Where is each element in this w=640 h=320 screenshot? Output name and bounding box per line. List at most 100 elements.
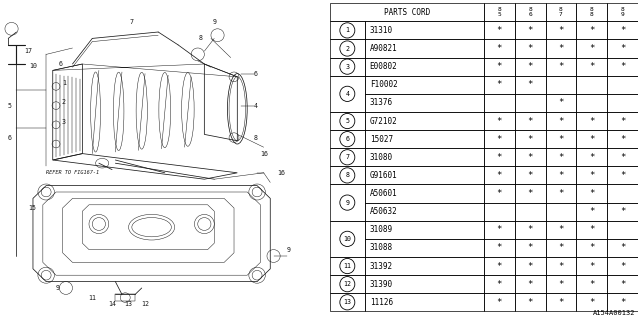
Text: 15027: 15027	[370, 135, 393, 144]
Bar	[577, 3, 607, 21]
Bar	[365, 76, 484, 94]
Bar	[545, 257, 577, 275]
Text: 9: 9	[346, 200, 349, 205]
Bar	[330, 21, 365, 39]
Text: *: *	[527, 44, 532, 53]
Text: 2: 2	[62, 100, 66, 105]
Bar	[365, 39, 484, 58]
Text: A90821: A90821	[370, 44, 397, 53]
Text: *: *	[558, 280, 564, 289]
Bar	[545, 184, 577, 203]
Bar	[545, 130, 577, 148]
Text: 31089: 31089	[370, 225, 393, 234]
Text: 14: 14	[108, 301, 116, 307]
Bar	[607, 293, 638, 311]
Text: *: *	[620, 280, 625, 289]
Text: *: *	[558, 153, 564, 162]
Bar	[577, 166, 607, 184]
Text: *: *	[589, 298, 595, 307]
Bar	[484, 166, 515, 184]
Text: *: *	[497, 26, 502, 35]
Bar	[607, 76, 638, 94]
Bar	[484, 3, 515, 21]
Bar	[515, 39, 545, 58]
Text: 10: 10	[29, 63, 37, 68]
Bar	[577, 293, 607, 311]
Text: *: *	[589, 62, 595, 71]
Bar	[607, 239, 638, 257]
Text: *: *	[497, 280, 502, 289]
Bar	[365, 275, 484, 293]
Text: *: *	[558, 189, 564, 198]
Text: *: *	[497, 80, 502, 89]
Text: A50601: A50601	[370, 189, 397, 198]
Bar	[515, 293, 545, 311]
Text: 8: 8	[254, 135, 258, 140]
Bar	[607, 166, 638, 184]
Text: *: *	[527, 135, 532, 144]
Bar	[577, 130, 607, 148]
Text: *: *	[527, 261, 532, 270]
Text: 9: 9	[55, 285, 60, 291]
Text: *: *	[497, 62, 502, 71]
Text: REFER TO FIG167-1: REFER TO FIG167-1	[46, 170, 99, 175]
Text: *: *	[558, 116, 564, 125]
Bar	[484, 94, 515, 112]
Text: 1: 1	[346, 28, 349, 33]
Text: *: *	[589, 280, 595, 289]
Text: *: *	[589, 153, 595, 162]
Bar	[577, 239, 607, 257]
Bar	[515, 184, 545, 203]
Text: 9: 9	[212, 20, 216, 25]
Bar	[577, 112, 607, 130]
Text: 31080: 31080	[370, 153, 393, 162]
Text: *: *	[558, 298, 564, 307]
Text: 31392: 31392	[370, 261, 393, 270]
Text: 2: 2	[346, 45, 349, 52]
Text: *: *	[620, 244, 625, 252]
Bar	[484, 21, 515, 39]
Bar	[365, 293, 484, 311]
Text: *: *	[558, 225, 564, 234]
Bar	[365, 130, 484, 148]
Bar	[330, 112, 365, 130]
Text: *: *	[527, 280, 532, 289]
Text: 12: 12	[343, 281, 351, 287]
Bar	[330, 148, 365, 166]
Text: 5: 5	[346, 118, 349, 124]
Bar	[577, 257, 607, 275]
Text: *: *	[497, 189, 502, 198]
Bar	[484, 293, 515, 311]
Bar	[330, 39, 365, 58]
Text: 17: 17	[24, 48, 32, 54]
Text: 8
8: 8 8	[590, 7, 594, 17]
Text: 8
5: 8 5	[497, 7, 501, 17]
Text: 4: 4	[254, 103, 258, 108]
Bar	[515, 166, 545, 184]
Bar	[607, 184, 638, 203]
Text: *: *	[620, 153, 625, 162]
Text: *: *	[527, 80, 532, 89]
Text: *: *	[620, 116, 625, 125]
Text: *: *	[527, 244, 532, 252]
Bar	[577, 58, 607, 76]
Bar	[577, 76, 607, 94]
Bar	[330, 3, 484, 21]
Text: E00802: E00802	[370, 62, 397, 71]
Bar	[545, 293, 577, 311]
Text: 6: 6	[346, 136, 349, 142]
Bar	[484, 275, 515, 293]
Text: *: *	[589, 225, 595, 234]
Text: *: *	[558, 62, 564, 71]
Bar	[607, 148, 638, 166]
Text: *: *	[558, 171, 564, 180]
Bar	[515, 58, 545, 76]
Bar	[484, 39, 515, 58]
Bar	[484, 76, 515, 94]
Text: PARTS CORD: PARTS CORD	[383, 8, 430, 17]
Bar	[515, 239, 545, 257]
Text: F10002: F10002	[370, 80, 397, 89]
Text: 16: 16	[260, 151, 268, 156]
Bar	[577, 39, 607, 58]
Text: 31376: 31376	[370, 98, 393, 108]
